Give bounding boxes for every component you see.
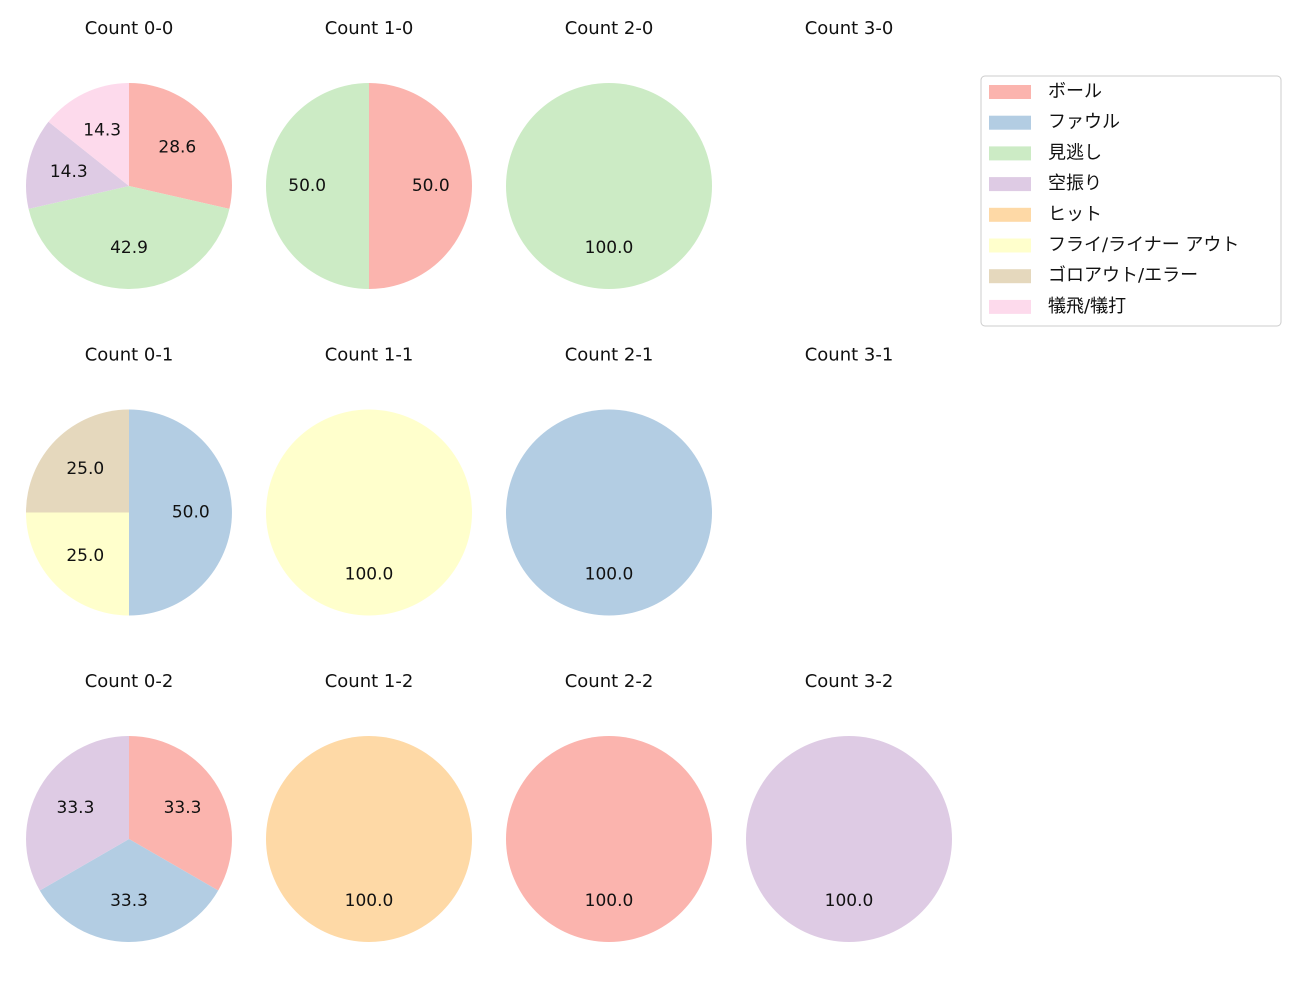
chart-title: Count 1-0 (325, 18, 414, 39)
pie-slice (48, 83, 129, 186)
slice-label: 33.3 (57, 798, 95, 818)
pie-slice (129, 736, 232, 891)
pie-slice (28, 186, 230, 289)
legend-swatch (989, 207, 1031, 222)
legend-swatch (989, 146, 1031, 161)
slice-label: 25.0 (66, 546, 104, 566)
pie-slice (129, 83, 232, 209)
slice-label: 100.0 (345, 564, 394, 584)
legend-swatch (989, 299, 1031, 314)
slice-label: 100.0 (345, 891, 394, 911)
slice-label: 100.0 (585, 891, 634, 911)
pie-slice (506, 736, 712, 942)
chart-title: Count 0-0 (85, 18, 174, 39)
slice-label: 25.0 (66, 459, 104, 479)
pie-slice (266, 409, 472, 616)
pie-slice (266, 83, 369, 289)
chart-title: Count 2-0 (565, 18, 654, 39)
slice-label: 100.0 (585, 238, 634, 258)
legend-swatch (989, 238, 1031, 253)
chart-title: Count 0-2 (85, 671, 174, 692)
slice-label: 50.0 (412, 176, 450, 196)
slice-label: 100.0 (585, 564, 634, 584)
slice-label: 50.0 (288, 176, 326, 196)
legend-box (980, 75, 1282, 327)
slice-label: 14.3 (83, 120, 121, 140)
chart-title: Count 3-1 (805, 345, 894, 366)
chart-title: Count 3-0 (805, 18, 894, 39)
legend-label: ボール (1048, 81, 1102, 102)
pie-slice (26, 512, 129, 616)
pie-slice (266, 736, 472, 942)
pie-slice (25, 121, 129, 209)
legend-label: ゴロアウト/エラー (1048, 265, 1198, 286)
slice-label: 100.0 (825, 891, 874, 911)
slice-label: 14.3 (50, 162, 88, 182)
legend-label: ヒット (1048, 204, 1102, 225)
legend-label: フライ/ライナー アウト (1048, 235, 1239, 256)
legend-swatch (989, 115, 1031, 130)
pie-slice (26, 409, 129, 513)
slice-label: 50.0 (172, 503, 210, 523)
slice-label: 42.9 (110, 238, 148, 258)
legend-label: 犠飛/犠打 (1048, 296, 1126, 317)
chart-title: Count 1-2 (325, 671, 414, 692)
chart-title: Count 1-1 (325, 345, 414, 366)
slice-label: 33.3 (110, 891, 148, 911)
slice-label: 28.6 (158, 137, 196, 157)
pie-slice (129, 409, 232, 616)
legend-label: 空振り (1048, 173, 1102, 194)
pie-slice (506, 409, 712, 616)
legend-swatch (989, 85, 1031, 99)
pie-slice (26, 736, 130, 891)
legend-label: 見逃し (1048, 142, 1102, 163)
pie-slice (39, 839, 219, 942)
pie-slice (369, 83, 472, 289)
legend-swatch (989, 269, 1031, 284)
legend-label: ファウル (1048, 112, 1120, 133)
pie-slice (746, 736, 952, 942)
pie-slice (506, 83, 712, 289)
legend-swatch (989, 177, 1031, 192)
chart-title: Count 2-2 (565, 671, 654, 692)
slice-label: 33.3 (164, 798, 202, 818)
chart-title: Count 2-1 (565, 345, 654, 366)
chart-title: Count 0-1 (85, 345, 174, 366)
chart-title: Count 3-2 (805, 671, 894, 692)
